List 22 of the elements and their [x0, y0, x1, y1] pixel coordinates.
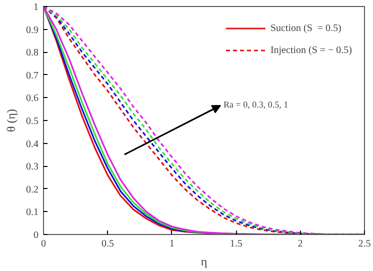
x-tick-label: 2	[298, 238, 303, 250]
x-tick-label: 0.5	[101, 238, 114, 250]
y-tick-label: 0.3	[26, 162, 38, 173]
y-tick-label: 0.2	[26, 184, 38, 196]
y-tick-label: 0.1	[26, 207, 38, 218]
y-axis-title: θ (η)	[4, 108, 18, 132]
y-tick-label: 0	[34, 230, 38, 241]
y-tick-label: 0.5	[26, 116, 38, 127]
y-tick-label: 0.8	[26, 48, 38, 59]
y-tick-label: 0.9	[26, 24, 38, 36]
x-tick-label: 2.5	[358, 238, 371, 250]
annotation: Ra = 0, 0.3, 0.5, 1	[224, 100, 288, 110]
x-axis-title: η	[200, 254, 208, 268]
x-tick-label: 0	[41, 238, 46, 250]
legend-label: Suction (S = 0.5)	[270, 22, 342, 34]
y-tick-label: 0.6	[26, 93, 38, 104]
y-tick-label: 0.7	[26, 70, 38, 82]
x-tick-label: 1.5	[230, 238, 242, 250]
y-tick-label: 1	[34, 2, 38, 13]
legend-label: Injection (S = − 0.5)	[270, 44, 352, 56]
x-tick-label: 1	[169, 238, 174, 250]
y-tick-label: 0.4	[26, 138, 38, 150]
